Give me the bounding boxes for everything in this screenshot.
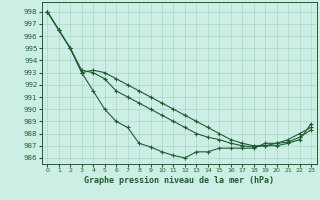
X-axis label: Graphe pression niveau de la mer (hPa): Graphe pression niveau de la mer (hPa) [84,176,274,185]
